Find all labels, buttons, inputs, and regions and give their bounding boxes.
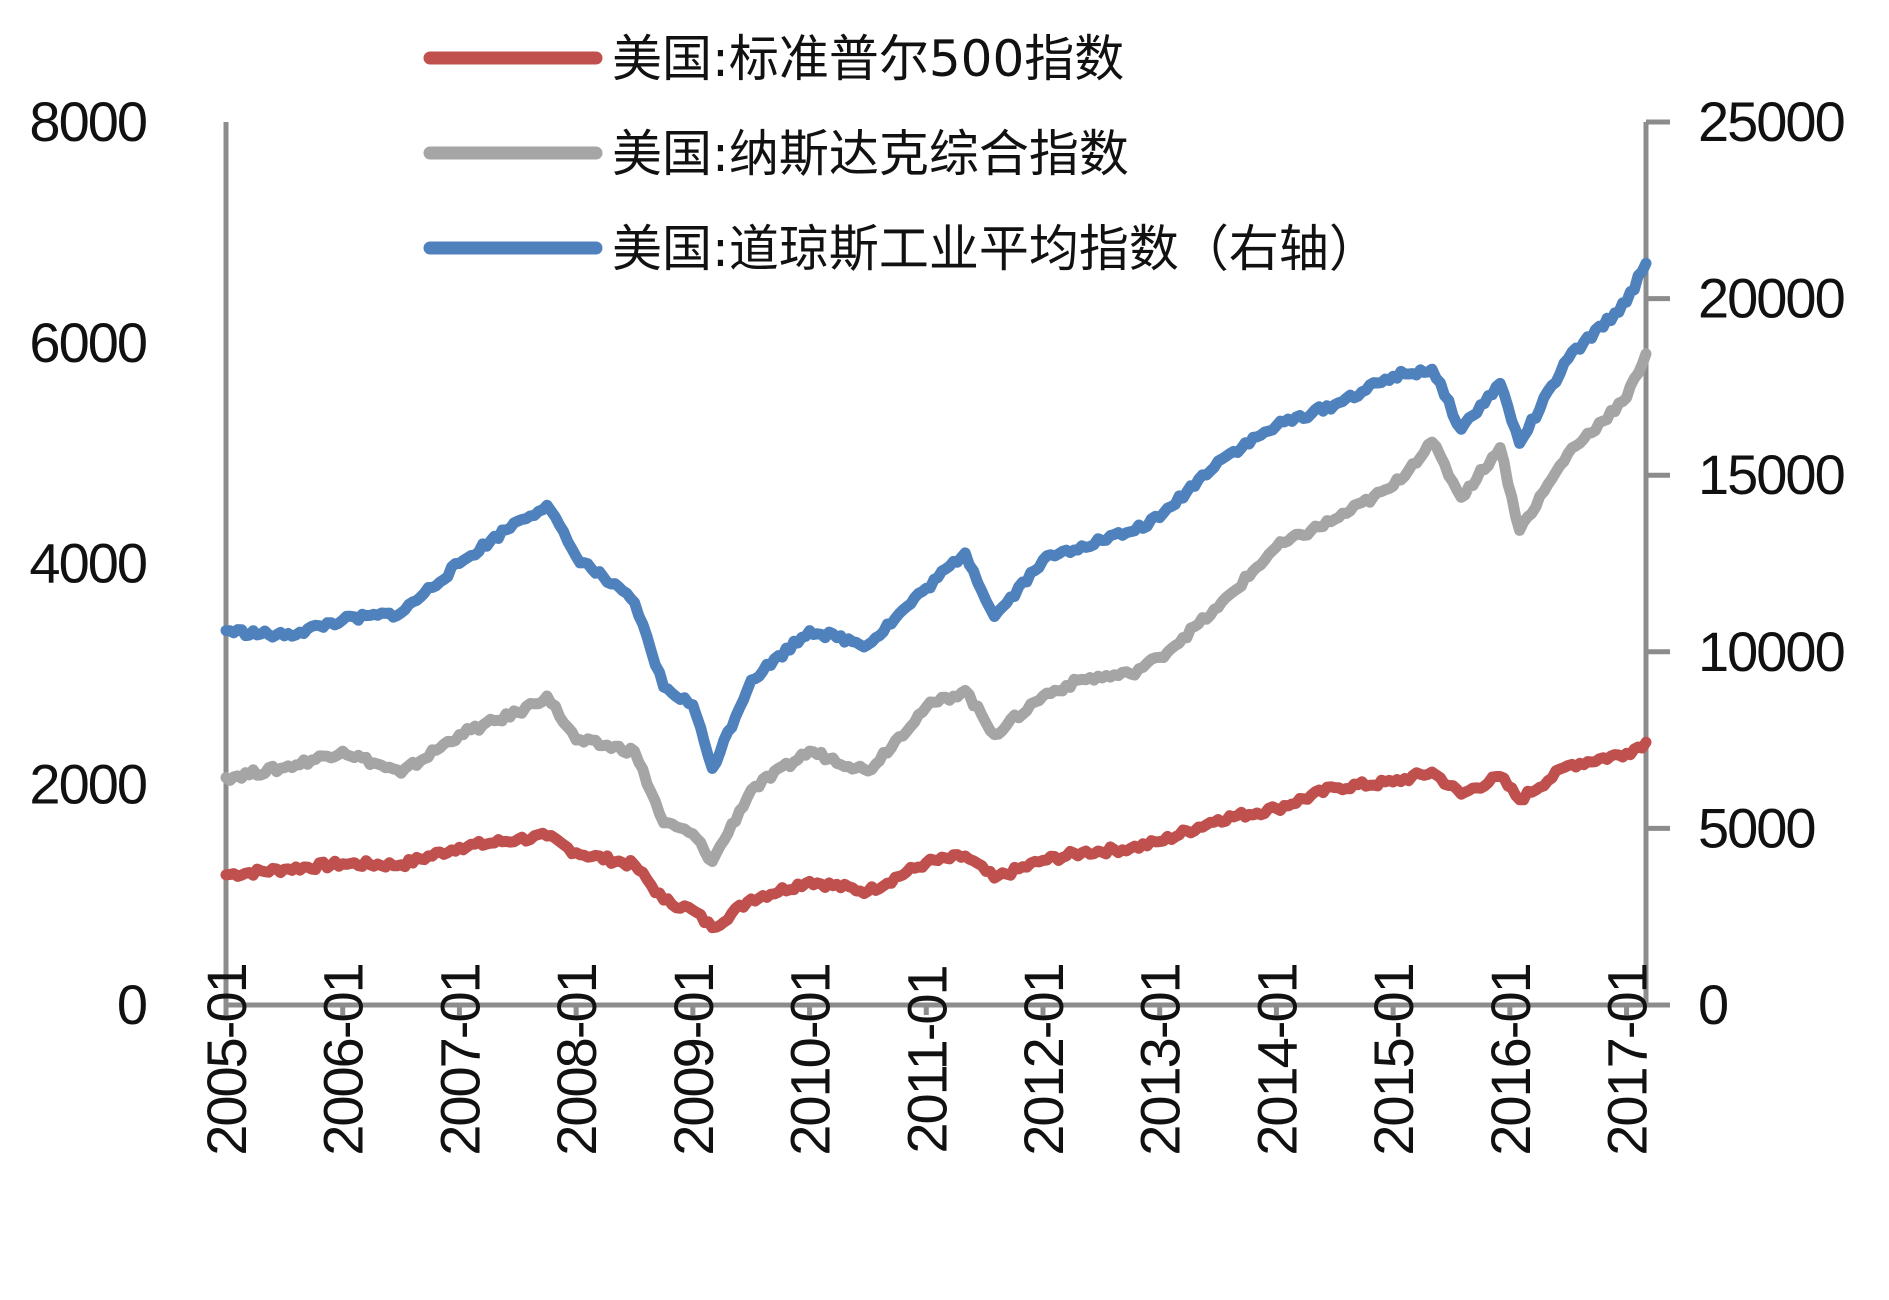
series-line-1 [220,736,1652,934]
x-tick-label: 2011-01 [895,966,958,1153]
x-tick-label: 2008-01 [545,964,608,1156]
x-tick-label: 2006-01 [312,964,375,1156]
legend-label-3: 美国:道琼斯工业平均指数（右轴） [612,220,1379,278]
right-tick-label: 20000 [1698,267,1844,330]
left-tick-label: 8000 [29,90,146,153]
left-tick-label: 6000 [29,311,146,374]
x-tick-label: 2015-01 [1362,964,1425,1156]
left-tick-label: 4000 [29,532,146,595]
legend-label-1: 美国:标准普尔500指数 [612,30,1124,88]
x-tick-label: 2010-01 [779,964,842,1156]
right-tick-label: 25000 [1698,90,1844,153]
axes: 0 2000 4000 6000 8000 0 5000 10000 15000 20000 250… [29,90,1845,1156]
series-line-3 [220,257,1652,774]
x-tick-label: 2009-01 [662,964,725,1156]
x-tick-label: 2016-01 [1479,964,1542,1156]
x-tick-label: 2014-01 [1245,964,1308,1156]
legend-label-2: 美国:纳斯达克综合指数 [612,125,1129,183]
x-tick-label: 2005-01 [195,964,258,1156]
x-tick-label: 2012-01 [1012,964,1075,1156]
right-tick-label: 15000 [1698,443,1844,506]
series-line-2 [220,348,1652,867]
left-tick-label: 0 [117,973,146,1036]
right-tick-label: 10000 [1698,620,1844,683]
left-tick-label: 2000 [29,752,146,815]
x-tick-label: 2013-01 [1129,964,1192,1156]
x-tick-label: 2007-01 [428,964,491,1156]
right-tick-label: 0 [1698,973,1727,1036]
series-layer [220,257,1652,934]
x-tick-label: 2017-01 [1596,964,1659,1156]
right-tick-label: 5000 [1698,796,1815,859]
